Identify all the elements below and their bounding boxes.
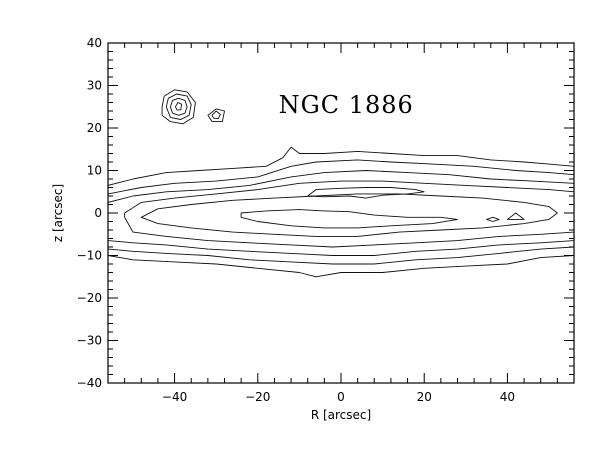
y-tick-label: 10 [87, 164, 102, 178]
y-tick-label: 40 [87, 36, 102, 50]
x-tick-labels: −40 −20 0 20 40 [162, 390, 515, 404]
y-tick-label: −10 [77, 249, 102, 263]
y-tick-label: 30 [87, 79, 102, 93]
contour-star-1-inner [169, 97, 188, 116]
x-tick-label: 0 [337, 390, 345, 404]
y-tick-labels: −40 −30 −20 −10 0 10 20 30 40 [77, 36, 102, 390]
x-axis-label: R [arcsec] [311, 408, 371, 422]
contour-level-2 [108, 159, 574, 265]
y-tick-label: 20 [87, 121, 102, 135]
contour-level-5 [140, 193, 558, 237]
contour-level-3 [108, 170, 574, 256]
x-tick-label: 20 [417, 390, 432, 404]
x-tick-label: −40 [162, 390, 187, 404]
y-tick-label: −40 [77, 376, 102, 390]
y-tick-label: 0 [94, 206, 102, 220]
contour-level-1 [108, 146, 574, 278]
chart-title: NGC 1886 [279, 91, 414, 119]
contour-star-1-outer [161, 89, 196, 125]
y-tick-label: −30 [77, 334, 102, 348]
contour-lines [108, 89, 574, 278]
axis-ticks [107, 42, 575, 384]
x-tick-label: 40 [500, 390, 515, 404]
contour-level-6 [240, 209, 458, 229]
x-tick-label: −20 [245, 390, 270, 404]
contour-star-2-inner [211, 110, 221, 120]
contour-star-2-outer [207, 108, 225, 123]
y-axis-label: z [arcsec] [51, 184, 65, 242]
contour-star-1-core [174, 102, 183, 111]
contour-core-knot [307, 187, 425, 199]
plot-area: −40 −20 0 20 40 −40 −30 −20 −10 0 10 20 30 40 [77, 36, 575, 404]
contour-small-knot-b [506, 212, 525, 220]
contour-level-4 [124, 180, 574, 248]
contour-star-1-mid [165, 93, 192, 120]
y-tick-label: −20 [77, 291, 102, 305]
contour-small-knot-a [486, 216, 500, 222]
